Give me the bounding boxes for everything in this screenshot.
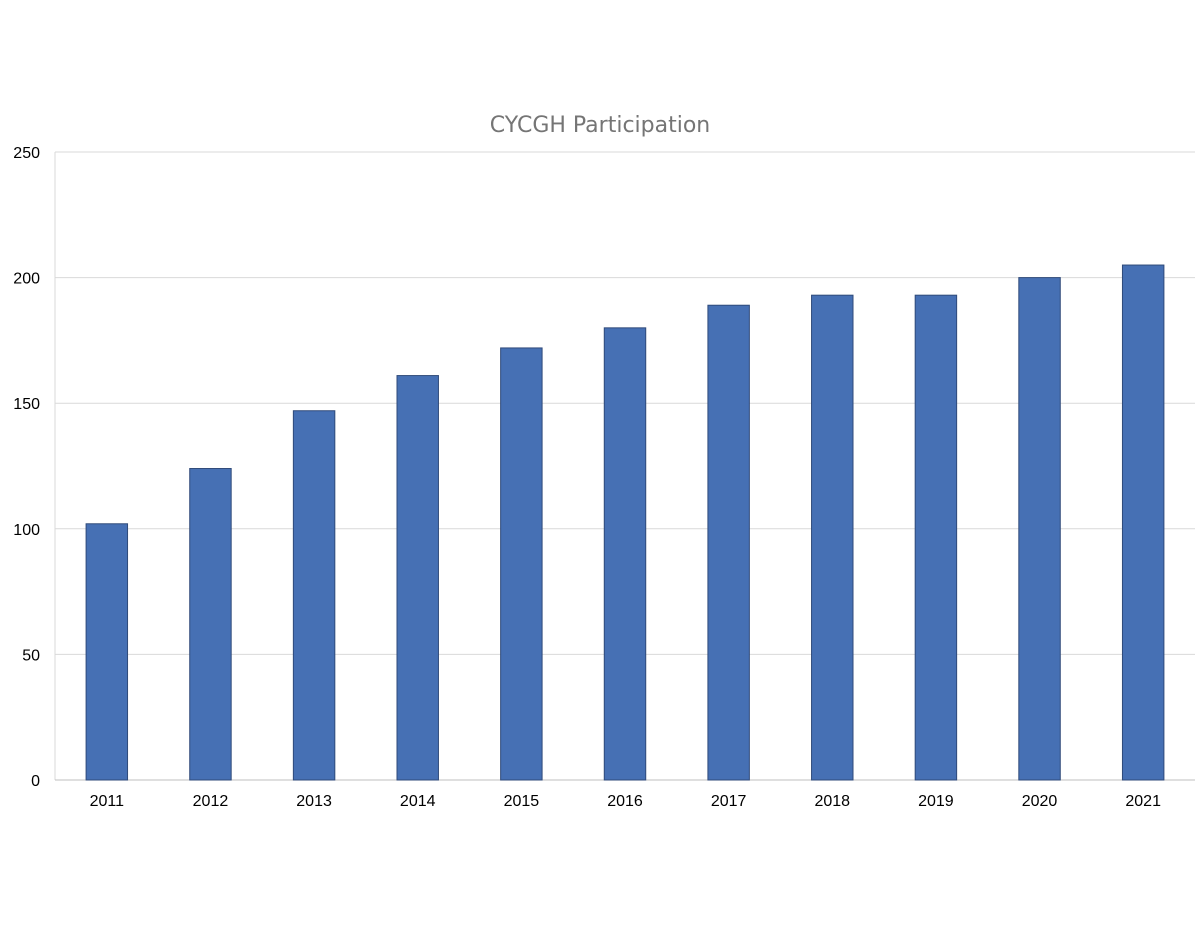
- x-tick-label: 2017: [711, 793, 747, 810]
- x-axis-tick-labels: 2011 2012 2013 2014 2015 2016 2017 2018 2019 2020…: [90, 793, 1161, 810]
- x-tick-label: 2016: [607, 793, 643, 810]
- y-tick-label: 250: [13, 145, 40, 162]
- x-tick-label: 2013: [296, 793, 332, 810]
- y-axis-tick-labels: 0 50 100 150 200 250: [13, 145, 40, 790]
- y-tick-label: 200: [13, 271, 40, 288]
- bar-2020: [1018, 277, 1061, 781]
- bar-2019: [914, 294, 958, 781]
- x-tick-label: 2012: [193, 793, 229, 810]
- bar-2021: [1121, 264, 1165, 781]
- x-tick-label: 2020: [1022, 793, 1058, 810]
- x-tick-label: 2014: [400, 793, 436, 810]
- x-tick-label: 2019: [918, 793, 954, 810]
- chart-title: CYCGH Participation: [490, 113, 711, 138]
- bar-2014: [396, 375, 439, 781]
- bar-2017: [707, 304, 750, 781]
- bar-2013: [292, 410, 336, 781]
- bar-2011: [85, 523, 129, 781]
- x-tick-label: 2018: [814, 793, 850, 810]
- bar-2012: [189, 468, 232, 781]
- x-tick-label: 2011: [90, 793, 125, 810]
- x-tick-label: 2021: [1125, 793, 1161, 810]
- x-tick-label: 2015: [504, 793, 540, 810]
- y-tick-label: 100: [13, 522, 40, 539]
- y-tick-label: 0: [31, 773, 40, 790]
- bar-2015: [500, 347, 543, 781]
- bars: [85, 264, 1165, 781]
- y-tick-label: 150: [13, 396, 40, 413]
- bar-2016: [603, 327, 647, 781]
- bar-2018: [811, 294, 854, 781]
- y-tick-label: 50: [22, 647, 40, 664]
